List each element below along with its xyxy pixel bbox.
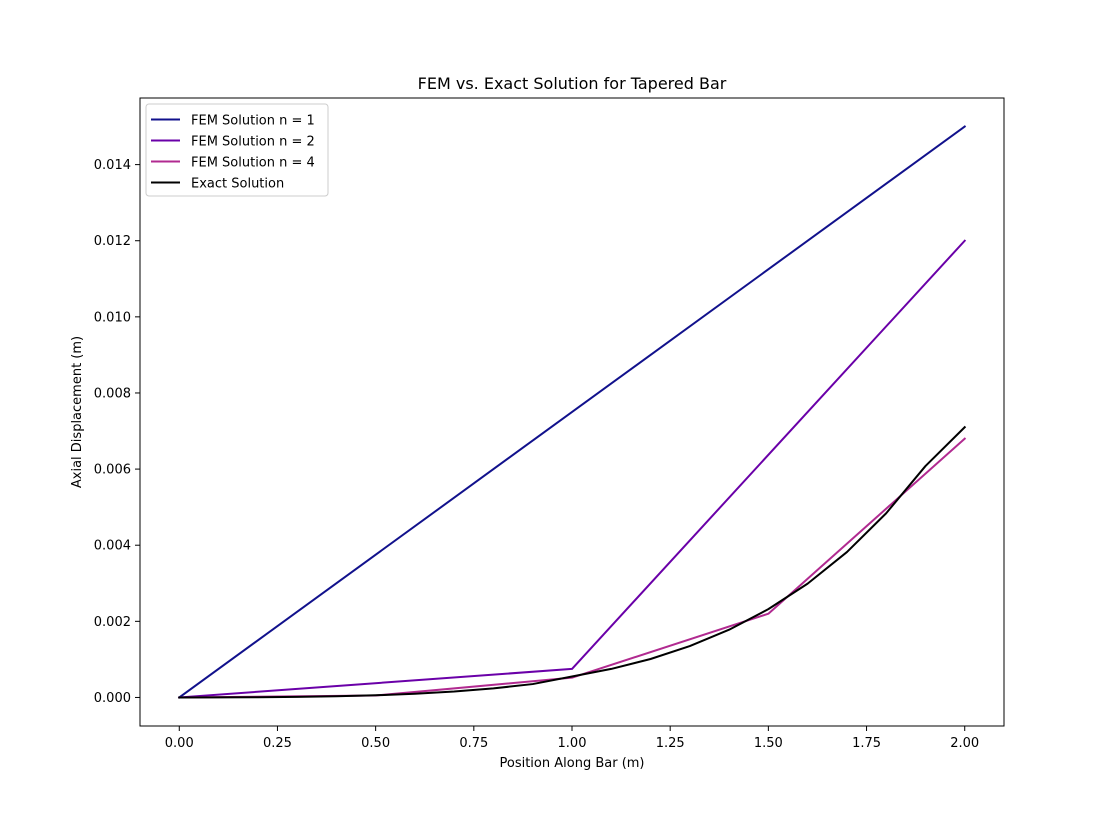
y-tick-label: 0.002 bbox=[94, 615, 131, 630]
y-tick-label: 0.012 bbox=[94, 234, 131, 249]
y-tick-label: 0.008 bbox=[94, 386, 131, 401]
y-tick-label: 0.014 bbox=[94, 158, 131, 173]
y-axis-label: Axial Displacement (m) bbox=[70, 336, 85, 488]
legend-box bbox=[145, 103, 329, 197]
y-tick-label: 0.000 bbox=[94, 691, 131, 706]
legend-label-1: FEM Solution n = 1 bbox=[191, 114, 315, 129]
x-tick-label: 1.00 bbox=[558, 736, 587, 751]
series-line-1 bbox=[177, 125, 967, 699]
y-tick-label: 0.006 bbox=[94, 463, 131, 478]
x-tick-label: 0.00 bbox=[165, 736, 194, 751]
y-tick-label: 0.004 bbox=[94, 539, 131, 554]
chart-title: FEM vs. Exact Solution for Tapered Bar bbox=[418, 74, 727, 93]
legend-label-4: Exact Solution bbox=[191, 177, 284, 192]
x-tick-label: 2.00 bbox=[950, 736, 979, 751]
x-tick-label: 0.25 bbox=[263, 736, 292, 751]
x-tick-label: 1.25 bbox=[656, 736, 685, 751]
x-tick-label: 1.50 bbox=[754, 736, 783, 751]
plot-layer bbox=[140, 98, 1004, 726]
legend-label-3: FEM Solution n = 4 bbox=[191, 156, 315, 171]
axes-layer: 0.00 0.25 0.50 0.75 1.00 1.25 1.50 1.75 2.00 0.00… bbox=[70, 74, 1005, 771]
legend-label-2: FEM Solution n = 2 bbox=[191, 135, 315, 150]
x-axis-label: Position Along Bar (m) bbox=[500, 756, 645, 771]
y-tick-label: 0.010 bbox=[94, 310, 131, 325]
x-tick-label: 1.75 bbox=[852, 736, 881, 751]
x-tick-label: 0.50 bbox=[361, 736, 390, 751]
series-line-2 bbox=[178, 239, 967, 699]
x-tick-label: 0.75 bbox=[459, 736, 488, 751]
series-line-4 bbox=[178, 425, 967, 699]
legend: FEM Solution n = 1 FEM Solution n = 2 FEM … bbox=[145, 103, 329, 197]
